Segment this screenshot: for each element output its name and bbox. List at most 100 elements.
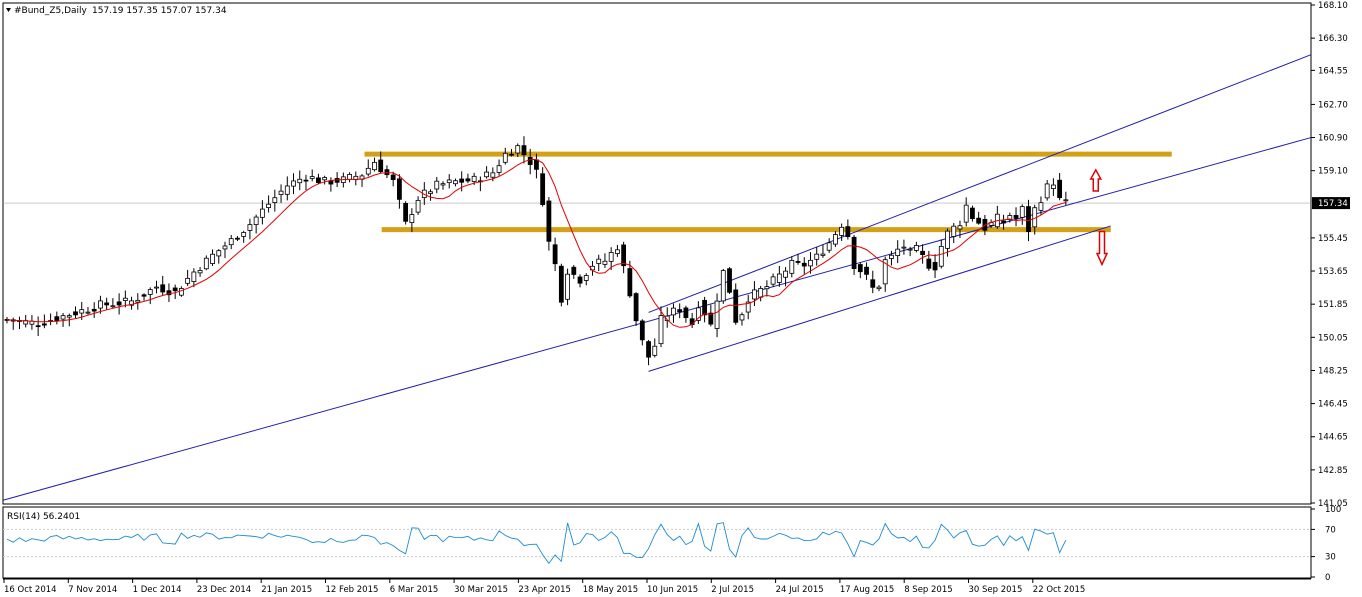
candle-body	[938, 246, 944, 267]
rsi-line	[6, 522, 1067, 565]
long-trend-line	[2, 137, 1312, 501]
candle-body	[459, 178, 465, 183]
candle-body	[496, 165, 502, 173]
candle-body	[882, 259, 888, 285]
candle-body	[54, 316, 60, 322]
candle-body	[932, 261, 938, 271]
candle-body	[646, 341, 651, 358]
candle-body	[291, 180, 296, 187]
price-tick-label: 144.65	[1318, 433, 1348, 443]
candle-body	[396, 178, 402, 200]
candle-body	[577, 276, 583, 284]
candle-body	[596, 258, 602, 264]
candle-body	[490, 172, 496, 178]
candle-body	[963, 204, 969, 223]
candle-body	[210, 253, 215, 264]
candle-body	[228, 238, 234, 246]
candle-body	[839, 226, 845, 236]
date-tick-label: 6 Mar 2015	[390, 585, 438, 595]
price-tick-label: 153.65	[1318, 267, 1348, 277]
candle-body	[235, 237, 240, 240]
main-pane-frame	[2, 2, 1312, 505]
candle-body	[677, 309, 683, 313]
candle-body	[608, 252, 614, 262]
candle-body	[764, 286, 770, 290]
candle-body	[820, 253, 826, 256]
candle-body	[583, 275, 589, 281]
candle-body	[403, 203, 409, 222]
candle-body	[141, 294, 147, 297]
candle-body	[409, 214, 415, 224]
candle-body	[178, 288, 184, 296]
candle-body	[733, 289, 739, 323]
candle-body	[259, 208, 265, 218]
moving-average	[6, 158, 1067, 328]
date-tick-label: 7 Nov 2014	[68, 585, 117, 595]
candle-body	[920, 250, 925, 255]
candle-body	[41, 323, 47, 326]
date-tick-label: 17 Aug 2015	[840, 585, 894, 595]
candle-body	[347, 174, 352, 180]
candle-body	[322, 177, 328, 181]
candle-body	[795, 261, 801, 263]
candle-body	[633, 293, 639, 322]
candle-body	[297, 178, 303, 184]
date-tick-label: 22 Oct 2015	[1033, 585, 1086, 595]
candle-body	[814, 253, 820, 260]
candle-body	[247, 224, 253, 231]
price-tick-label: 155.45	[1318, 234, 1348, 244]
candle-body	[695, 307, 701, 321]
candle-body	[702, 299, 707, 316]
candle-body	[739, 314, 745, 321]
candle-body	[639, 320, 645, 341]
candle-body	[571, 266, 577, 275]
candle-body	[789, 260, 795, 274]
candle-body	[104, 302, 110, 306]
candle-body	[98, 300, 103, 309]
candle-body	[465, 178, 471, 182]
ma-line	[6, 158, 1067, 328]
candle-body	[708, 312, 714, 325]
candle-body	[79, 309, 85, 314]
candle-body	[870, 279, 876, 288]
candle-body	[889, 254, 894, 259]
candle-body	[372, 161, 377, 171]
candle-body	[116, 301, 122, 306]
candle-body	[309, 176, 315, 179]
candle-body	[216, 250, 222, 257]
candle-body	[515, 145, 521, 154]
price-tick-label: 162.70	[1318, 100, 1348, 110]
candle-body	[1044, 183, 1050, 199]
candles	[4, 136, 1069, 366]
candle-body	[272, 197, 278, 203]
candle-body	[565, 273, 570, 300]
candle-body	[864, 266, 869, 275]
time-axis: 16 Oct 2014 7 Nov 2014 1 Dec 2014 23 Dec 20…	[3, 579, 1086, 595]
candle-body	[185, 277, 191, 284]
candle-body	[770, 276, 776, 285]
candle-body	[1007, 215, 1013, 220]
candle-body	[671, 307, 676, 316]
horizontal-levels	[364, 151, 1172, 233]
price-tick-label: 150.05	[1318, 333, 1348, 343]
candle-body	[913, 245, 919, 251]
candle-body	[316, 177, 321, 184]
candle-body	[166, 290, 172, 296]
current-price-label: 157.34	[1318, 199, 1348, 209]
candle-body	[160, 284, 166, 293]
candle-body	[66, 315, 72, 318]
candle-body	[502, 152, 508, 163]
candle-body	[241, 232, 247, 237]
candle-body	[365, 167, 371, 175]
candle-body	[110, 305, 116, 308]
candle-body	[534, 159, 539, 170]
candle-body	[1026, 206, 1031, 233]
candle-body	[253, 216, 259, 225]
candle-body	[1038, 202, 1044, 211]
price-tick-label: 160.90	[1318, 134, 1348, 144]
price-tick-label: 166.30	[1318, 34, 1348, 44]
candle-body	[154, 286, 159, 289]
candle-body	[122, 297, 128, 301]
candle-body	[91, 308, 97, 312]
